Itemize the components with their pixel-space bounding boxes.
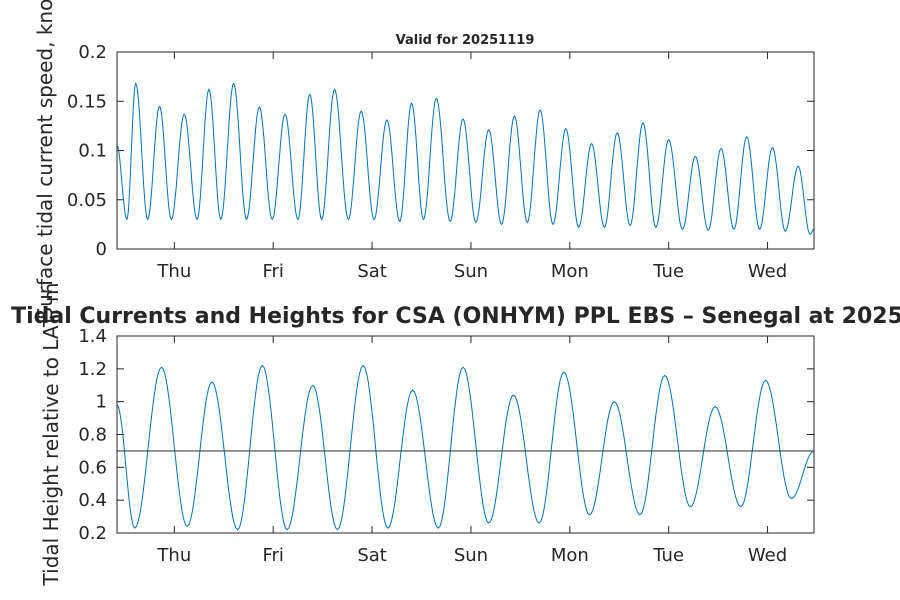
- tidal-y-tick-label: 1.4: [78, 326, 107, 347]
- current-series-line-0: [116, 82, 815, 235]
- tidal-y-tick-label: 0.8: [78, 425, 107, 446]
- current-chart-title: Valid for 20251119: [396, 33, 535, 48]
- current-axis-ticks: 0 0.05 0.1 0.15 0.2 Thu Fri Sat Sun Mon Tue Wed: [67, 42, 814, 282]
- current-y-tick-label: 0.15: [67, 91, 107, 112]
- current-y-tick-label: 0.05: [67, 190, 107, 211]
- current-y-tick-label: 0: [96, 239, 107, 260]
- tidal-y-tick-label: 0.2: [78, 523, 107, 544]
- tidal-x-tick-label: Sat: [357, 545, 387, 566]
- tidal-series-line-0: [116, 364, 815, 531]
- tidal-x-tick-label: Mon: [551, 545, 589, 566]
- tidal-y-tick-label: 0.6: [78, 457, 107, 478]
- current-plot-area: [116, 51, 815, 250]
- tidal-x-tick-label: Thu: [156, 545, 191, 566]
- current-x-tick-label: Wed: [748, 261, 787, 282]
- tidal-y-tick-label: 0.4: [78, 490, 107, 511]
- current-x-tick-label: Tue: [652, 261, 684, 282]
- current-x-tick-label: Sat: [357, 261, 387, 282]
- current-x-tick-label: Thu: [156, 261, 191, 282]
- tidal-y-tick-label: 1.2: [78, 359, 107, 380]
- current-series-group: [116, 82, 815, 235]
- current-y-axis-label: Surface tidal current speed, knots: [33, 0, 57, 320]
- tidal-chart-title: Tidal Currents and Heights for CSA (ONHY…: [11, 304, 900, 329]
- current-y-tick-label: 0.2: [78, 42, 107, 63]
- tidal-x-tick-label: Tue: [652, 545, 684, 566]
- tidal-plot-area: [116, 335, 815, 534]
- current-y-tick-label: 0.1: [78, 141, 107, 162]
- current-x-tick-label: Fri: [262, 261, 283, 282]
- tidal-x-tick-label: Wed: [748, 545, 787, 566]
- tidal-axis-ticks: 0.2 0.4 0.6 0.8 1 1.2 1.4 Thu Fri Sat Sun Mon Tue Wed: [78, 326, 814, 566]
- tidal-x-tick-label: Fri: [262, 545, 283, 566]
- tidal-y-tick-label: 1: [96, 392, 107, 413]
- tidal-x-tick-label: Sun: [454, 545, 488, 566]
- tidal-y-axis-label: Tidal Height relative to LAT, m: [39, 283, 63, 587]
- current-speed-panel: Valid for 20251119 Surface tidal current…: [33, 0, 815, 320]
- current-x-tick-label: Sun: [454, 261, 488, 282]
- current-x-tick-label: Mon: [551, 261, 589, 282]
- tidal-height-panel: Tidal Currents and Heights for CSA (ONHY…: [11, 283, 900, 587]
- tidal-series-group: [116, 364, 815, 531]
